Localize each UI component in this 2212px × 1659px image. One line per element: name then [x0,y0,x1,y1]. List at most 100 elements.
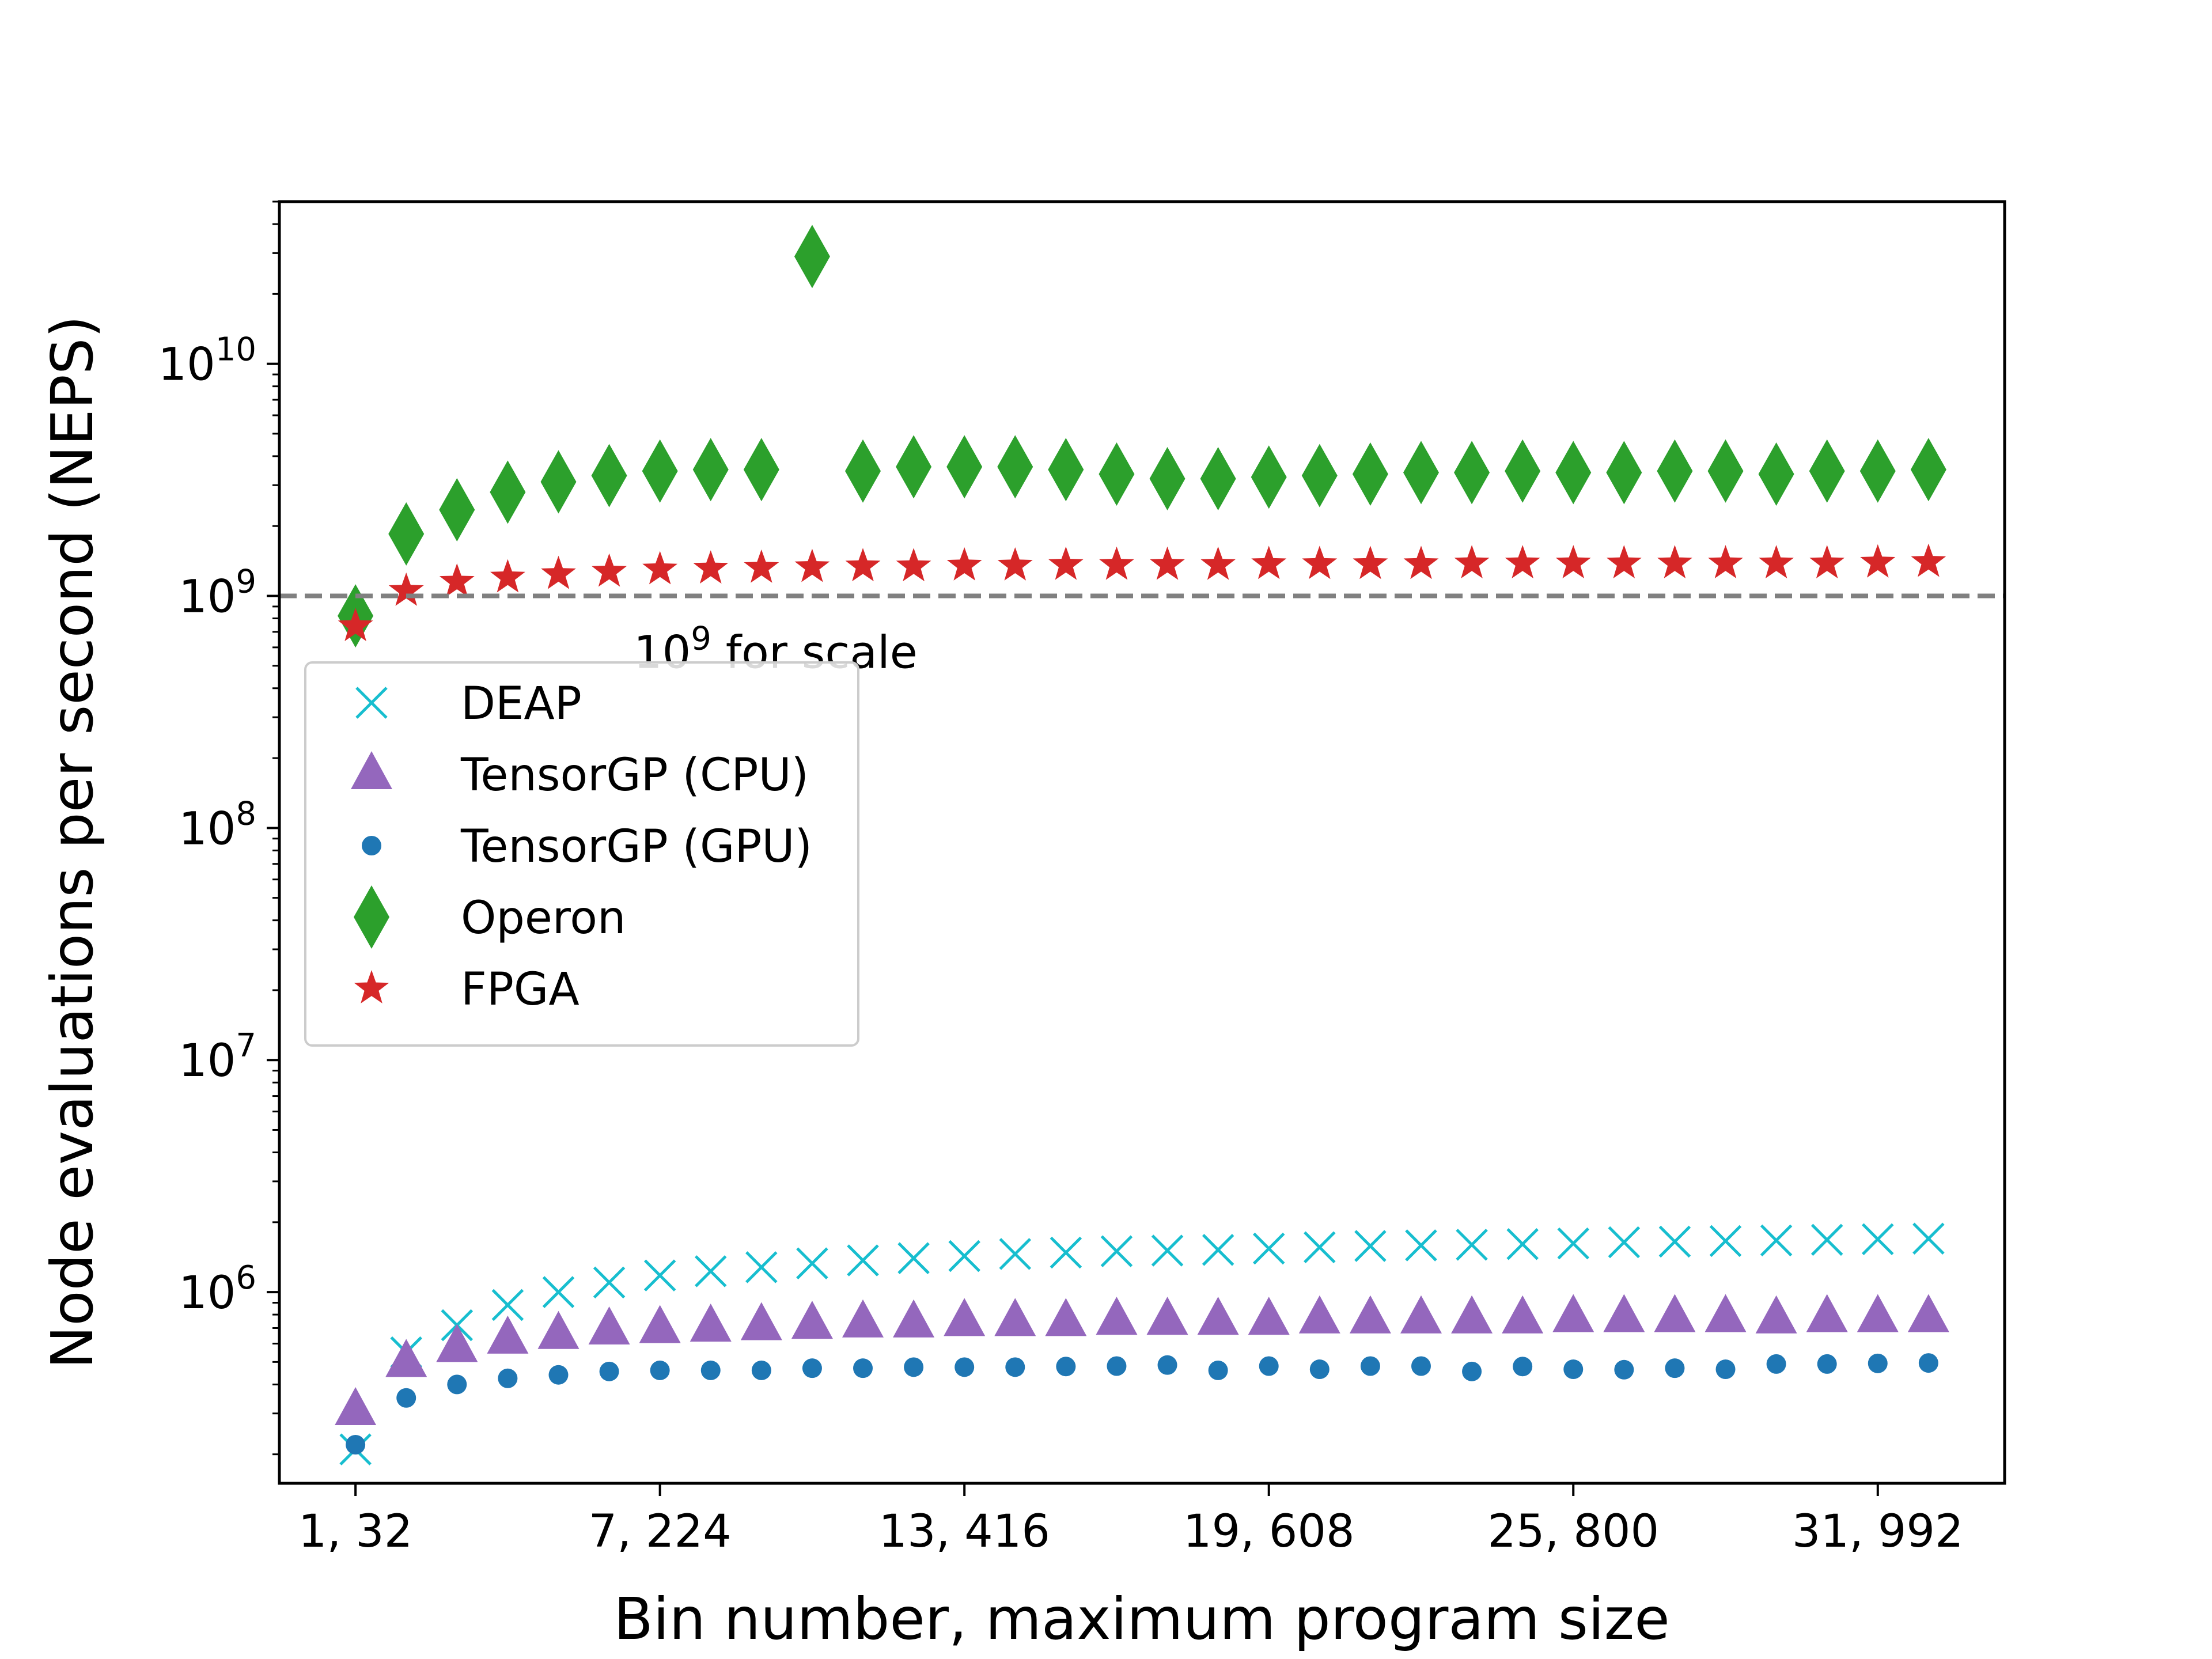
x-tick-label: 25, 800 [1487,1506,1659,1558]
deap-point [1456,1229,1488,1261]
operon-point [845,439,881,503]
tensorgp-cpu-point [1907,1294,1949,1332]
legend-label-operon: Operon [461,892,626,944]
operon-point [1301,444,1338,507]
tensorgp-cpu-point [1755,1295,1797,1334]
x-tick-label: 1, 32 [298,1506,412,1558]
legend-marker-tensorgp-gpu [362,836,381,855]
fpga-point [997,547,1033,581]
tensorgp-gpu-point [1563,1359,1584,1380]
operon-point [388,502,425,566]
fpga-point [1150,546,1185,580]
tensorgp-gpu-point [700,1360,721,1380]
operon-point [1251,445,1287,509]
operon-point [1859,439,1896,503]
y-tick-label: 1010 [158,331,256,391]
operon-point [1048,438,1084,502]
plot-frame [278,200,2006,1485]
tensorgp-cpu-point [1502,1295,1544,1334]
operon-point [540,450,577,514]
tensorgp-cpu-point [1146,1297,1188,1335]
tensorgp-cpu-point [1096,1297,1138,1335]
y-tick-label: 109 [179,563,256,623]
fpga-point [1759,545,1794,578]
deap-point [1709,1225,1742,1257]
deap-point [1405,1229,1437,1262]
operon-point [1657,439,1693,503]
x-tick-label: 13, 416 [878,1506,1050,1558]
deap-point [593,1266,626,1299]
fpga-point [1860,544,1896,578]
operon-point [997,435,1033,499]
operon-point [946,435,983,499]
deap-point [1202,1234,1234,1266]
deap-point [1912,1222,1945,1255]
tensorgp-gpu-point [1005,1357,1025,1377]
x-tick-label: 7, 224 [589,1506,732,1558]
deap-point [847,1244,879,1277]
tensorgp-cpu-point [1045,1298,1087,1336]
y-tick-label: 107 [179,1027,256,1087]
fpga-point [1809,545,1845,578]
tensorgp-cpu-point [1451,1295,1493,1334]
series-layer [335,225,1949,1465]
deap-point [643,1259,676,1291]
tensorgp-gpu-point [396,1388,416,1408]
operon-point [1454,441,1490,505]
tensorgp-gpu-point [1259,1356,1279,1376]
tensorgp-gpu-point [1411,1356,1431,1376]
operon-point [794,225,830,289]
tensorgp-cpu-point [690,1303,732,1342]
tensorgp-cpu-point [1197,1297,1239,1335]
tensorgp-gpu-point [599,1361,619,1381]
fpga-point [1099,546,1134,580]
tensorgp-gpu-point [853,1358,873,1378]
tensorgp-cpu-point [1248,1297,1290,1335]
fpga-point [490,559,525,593]
operon-point [1707,439,1744,503]
fpga-point [388,572,424,606]
fpga-point [1657,545,1692,578]
deap-point [796,1247,828,1279]
legend-marker-operon [354,885,389,949]
operon-point [1099,442,1135,506]
tensorgp-cpu-point [1349,1295,1391,1334]
tensorgp-cpu-point [385,1339,427,1377]
tensorgp-gpu-point [1868,1353,1888,1373]
x-axis-title: Bin number, maximum program size [613,1585,1670,1653]
legend-label-deap: DEAP [461,678,582,730]
tensorgp-gpu-point [346,1434,366,1455]
tensorgp-gpu-point [548,1365,569,1385]
fpga-point [1200,546,1236,580]
legend-marker-tensorgp-cpu [351,751,392,789]
operon-point [1555,441,1592,505]
tensorgp-cpu-point [487,1315,529,1354]
deap-point [1354,1230,1387,1262]
tensorgp-gpu-point [955,1357,975,1377]
fpga-point [1505,545,1540,578]
tensorgp-gpu-point [1817,1354,1837,1374]
operon-point [439,478,475,541]
tensorgp-gpu-point [1157,1355,1177,1375]
tensorgp-cpu-point [893,1299,935,1338]
fpga-point [1403,546,1439,579]
tensorgp-gpu-point [751,1360,771,1380]
operon-point [896,435,932,499]
x-axis: 1, 32 7, 224 13, 416 19, 608 25, 800 31, 992 [298,1483,1964,1558]
operon-point [642,439,678,503]
operon-point [743,438,779,502]
tensorgp-gpu-point [1360,1356,1380,1376]
tensorgp-cpu-point [1654,1294,1696,1332]
legend-box [304,661,859,1047]
fpga-point [1454,545,1490,578]
deap-point [491,1289,524,1321]
fpga-point [439,563,475,597]
tensorgp-cpu-point [1603,1294,1645,1332]
deap-point [1252,1232,1285,1265]
deap-point [1151,1234,1184,1267]
operon-point [490,460,526,524]
tensorgp-cpu-point [639,1305,681,1343]
fpga-point [1251,546,1287,579]
tensorgp-gpu-point [650,1360,670,1380]
